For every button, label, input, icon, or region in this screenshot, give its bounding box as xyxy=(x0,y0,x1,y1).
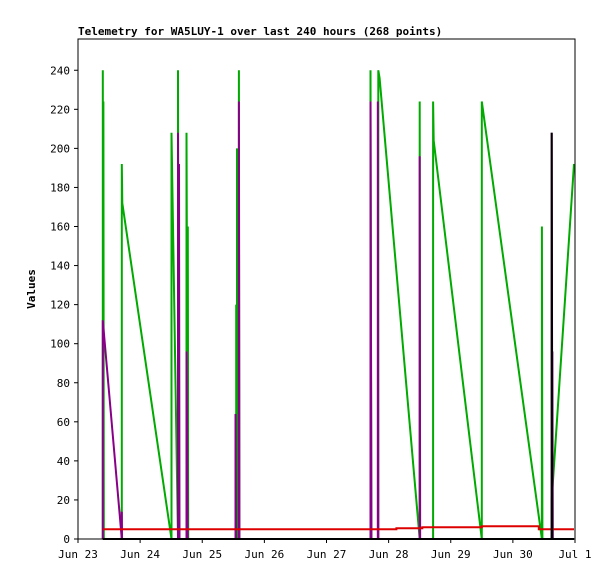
y-tick-label: 60 xyxy=(57,416,70,429)
y-axis-title: Values xyxy=(25,269,38,309)
x-axis: Jun 23 Jun 24 Jun 25 Jun 26 Jun 27 Jun 28 Jun … xyxy=(58,539,592,561)
y-tick-label: 80 xyxy=(57,377,70,390)
x-tick-label: Jun 23 xyxy=(58,548,98,561)
y-tick-label: 120 xyxy=(50,299,70,312)
chart-title: Telemetry for WA5LUY-1 over last 240 hou… xyxy=(78,25,442,38)
series-layer xyxy=(101,70,575,540)
x-tick-label: Jun 28 xyxy=(369,548,409,561)
x-tick-label: Jun 29 xyxy=(431,548,471,561)
y-tick-label: 20 xyxy=(57,494,70,507)
y-tick-label: 220 xyxy=(50,103,70,116)
y-axis: 0 20 40 60 80 100 120 140 160 180 200 220 240 xyxy=(50,64,78,546)
x-tick-label: Jun 25 xyxy=(182,548,222,561)
y-tick-label: 40 xyxy=(57,455,70,468)
series-line-2 xyxy=(101,101,554,540)
series-line-3 xyxy=(102,525,574,531)
y-tick-label: 180 xyxy=(50,181,70,194)
x-tick-label: Jun 26 xyxy=(245,548,285,561)
y-tick-label: 200 xyxy=(50,142,70,155)
x-tick-label: Jun 24 xyxy=(120,548,160,561)
series-line-1 xyxy=(101,70,575,540)
x-tick-label: Jun 27 xyxy=(307,548,347,561)
y-tick-label: 240 xyxy=(50,64,70,77)
y-tick-label: 100 xyxy=(50,338,70,351)
y-tick-label: 140 xyxy=(50,260,70,273)
y-tick-label: 0 xyxy=(63,533,70,546)
x-tick-label: Jul 1 xyxy=(558,548,591,561)
y-tick-label: 160 xyxy=(50,221,70,234)
x-tick-label: Jun 30 xyxy=(493,548,533,561)
plot-frame xyxy=(77,38,576,540)
series-line-4 xyxy=(102,132,574,540)
